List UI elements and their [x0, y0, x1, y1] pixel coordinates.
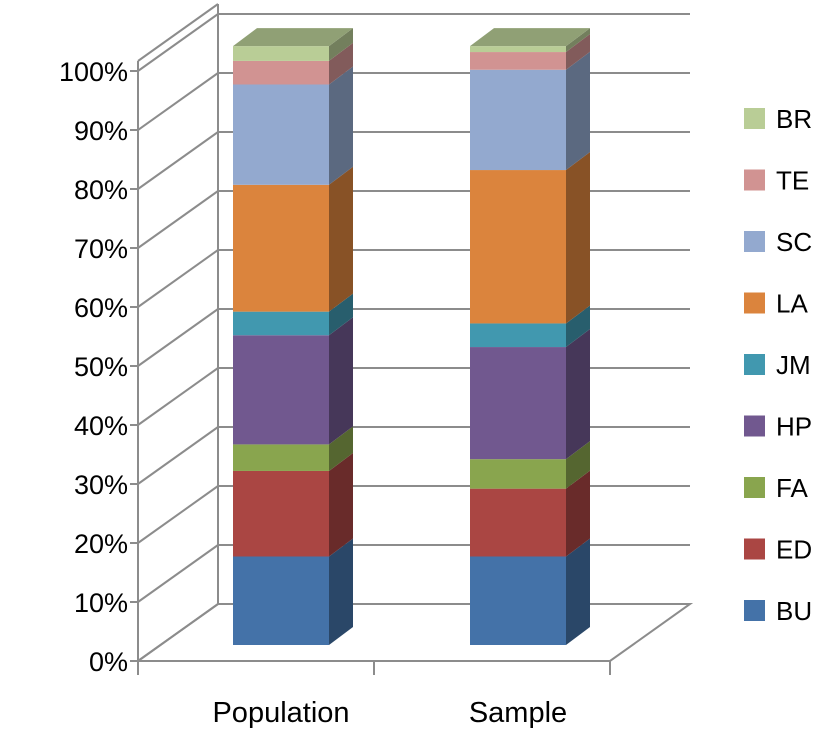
wall-top-edge — [137, 3, 219, 62]
bar-segment-te — [233, 60, 329, 85]
bar-segment-br — [233, 46, 329, 61]
bar-side-te — [566, 34, 590, 70]
x-category-label: Sample — [469, 697, 567, 729]
bar-side-jm — [566, 305, 590, 348]
legend-swatch-br — [744, 108, 765, 129]
bar-segment-jm — [470, 323, 566, 348]
bar-side-bu — [566, 538, 590, 645]
bar-segment-ed — [233, 470, 329, 557]
bar-top-br — [470, 28, 590, 47]
bar-side-la — [566, 152, 590, 324]
bar-side-hp — [329, 317, 353, 445]
side-gridline — [137, 544, 219, 603]
y-tick-label: 10% — [74, 588, 128, 618]
legend-swatch-jm — [744, 354, 765, 375]
legend-label-ed: ED — [776, 535, 812, 565]
x-category-label: Population — [212, 697, 349, 729]
legend-label-br: BR — [776, 104, 812, 134]
legend-swatch-la — [744, 292, 765, 314]
bar-top-br — [233, 28, 353, 47]
bar-segment-te — [470, 52, 566, 70]
bar-side-ed — [566, 470, 590, 557]
side-gridline — [137, 308, 219, 367]
bar-segment-bu — [470, 556, 566, 645]
legend-swatch-hp — [744, 415, 765, 437]
legend-label-te: TE — [776, 166, 809, 196]
y-tick-label: 100% — [59, 57, 128, 87]
side-gridline — [137, 72, 219, 131]
bar-side-sc — [566, 51, 590, 171]
y-tick-label: 80% — [74, 175, 128, 205]
bar-side-br — [329, 28, 353, 61]
bar-side-te — [329, 42, 353, 85]
bar-segment-la — [470, 170, 566, 324]
bar-side-jm — [329, 293, 353, 336]
y-tick-label: 30% — [74, 470, 128, 500]
bar-side-bu — [329, 538, 353, 645]
bar-side-fa — [566, 441, 590, 489]
y-tick-label: 0% — [89, 647, 128, 677]
side-gridline — [137, 426, 219, 485]
side-gridline — [137, 131, 219, 190]
y-tick-label: 40% — [74, 411, 128, 441]
bar-segment-fa — [470, 459, 566, 489]
legend-label-fa: FA — [776, 473, 808, 503]
bar-segment-sc — [233, 84, 329, 185]
bar-side-fa — [329, 426, 353, 471]
bar-segment-jm — [233, 311, 329, 336]
bar-segment-la — [233, 184, 329, 312]
bar-side-hp — [566, 329, 590, 460]
bar-side-sc — [329, 66, 353, 185]
bar-segment-bu — [233, 556, 329, 645]
y-tick-label: 90% — [74, 116, 128, 146]
bar-segment-br — [470, 46, 566, 53]
legend-swatch-fa — [744, 477, 765, 498]
bar-side-ed — [329, 452, 353, 557]
y-tick-label: 50% — [74, 352, 128, 382]
bar-segment-hp — [233, 335, 329, 445]
side-gridline — [137, 603, 219, 662]
legend-swatch-te — [744, 169, 765, 191]
side-gridline — [137, 13, 219, 72]
side-gridline — [137, 249, 219, 308]
y-axis-tick-labels: 0% 10% 20% 30% 40% 50% 60% 70% 80% 90% 100% — [59, 57, 128, 677]
chart-grid — [130, 3, 694, 675]
legend-label-bu: BU — [776, 596, 812, 626]
chart-floor — [134, 603, 694, 662]
side-gridline — [137, 367, 219, 426]
bar-segment-fa — [233, 444, 329, 471]
y-tick-label: 20% — [74, 529, 128, 559]
legend-swatch-ed — [744, 538, 765, 560]
chart-legend: BR TE SC LA JM HP FA ED BU — [744, 104, 812, 626]
side-gridline — [137, 485, 219, 544]
legend-swatch-bu — [744, 600, 765, 621]
legend-swatch-sc — [744, 231, 765, 252]
legend-label-hp: HP — [776, 412, 812, 442]
legend-label-la: LA — [776, 289, 808, 319]
x-axis-category-labels: Population Sample — [212, 697, 567, 729]
side-gridline — [137, 190, 219, 249]
legend-label-sc: SC — [776, 227, 812, 257]
bar-segment-hp — [470, 347, 566, 460]
bar-segment-sc — [470, 69, 566, 171]
bar-side-la — [329, 166, 353, 312]
y-tick-label: 60% — [74, 293, 128, 323]
legend-label-jm: JM — [776, 350, 811, 380]
bar-segment-ed — [470, 488, 566, 557]
bar-side-br — [566, 28, 590, 53]
y-tick-label: 70% — [74, 234, 128, 264]
chart-bars — [233, 28, 590, 645]
